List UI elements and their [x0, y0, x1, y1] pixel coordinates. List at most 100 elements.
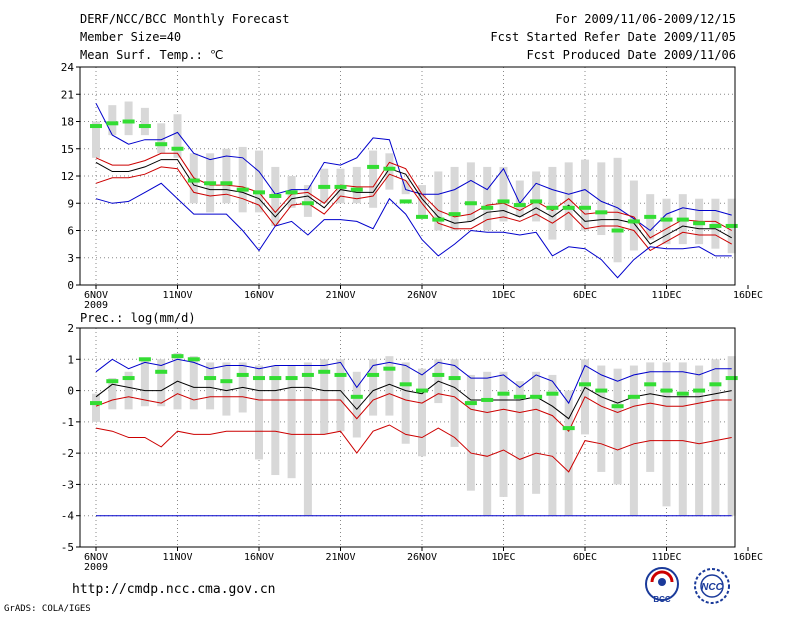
prec-ytick-label: -3: [61, 478, 74, 491]
ncc-logo: NCC: [694, 568, 730, 604]
bcc-logo-text: BCC: [653, 595, 671, 604]
temp-xtick-label: 26NOV: [407, 290, 437, 301]
prec-spread-bar: [499, 371, 508, 497]
prec-spread-bar: [189, 356, 198, 410]
temp-spread-bar: [369, 150, 378, 208]
prec-observed-marker: [562, 426, 575, 431]
prec-spread-bar: [695, 365, 704, 516]
temp-spread-bar: [483, 166, 492, 231]
prec-plot-frame: [79, 327, 736, 548]
prec-xtick-label: 21NOV: [325, 552, 355, 563]
prec-spread-bar: [255, 365, 263, 460]
temp-spread-bar: [629, 180, 638, 251]
prec-spread-bar: [320, 359, 329, 435]
prec-observed-marker: [579, 382, 591, 387]
prec-spread-bar: [124, 371, 133, 410]
source-url[interactable]: http://cmdp.ncc.cma.gov.cn: [72, 582, 276, 597]
prec-spread-bar: [597, 365, 606, 472]
prec-xtick-label: 11DEC: [651, 552, 681, 563]
prec-observed-marker: [187, 357, 200, 362]
temp-spread-bar: [532, 171, 541, 222]
temp-observed-marker: [530, 199, 543, 204]
prec-spread-bar: [646, 362, 655, 472]
temp-line-upper: [95, 152, 732, 239]
prec-observed-marker: [676, 391, 689, 396]
prec-spread-bar: [108, 378, 117, 410]
temp-observed-marker: [90, 124, 102, 129]
prec-observed-marker: [285, 376, 298, 381]
member-size: Member Size=40: [80, 30, 182, 44]
temp-xtick-label: 11NOV: [162, 290, 192, 301]
prec-spread-bar: [303, 362, 312, 516]
temp-observed-marker: [204, 181, 217, 186]
temp-ytick-label: 3: [67, 252, 74, 265]
prec-spread-bar: [271, 365, 280, 476]
temp-spread-bar: [157, 123, 166, 154]
temp-ytick-label: 9: [67, 197, 74, 210]
prec-line-max: [95, 358, 732, 405]
temp-ytick-label: 12: [61, 170, 74, 183]
temp-spread-bar: [385, 153, 394, 190]
temp-observed-marker: [481, 205, 494, 210]
temp-observed-marker: [464, 201, 477, 206]
temp-spread-bar: [401, 180, 410, 195]
prec-observed-marker: [220, 379, 233, 384]
temp-spread-bar: [581, 159, 589, 231]
prec-line-mean: [95, 393, 732, 433]
temp-observed-marker: [350, 187, 363, 192]
temp-ytick-label: 18: [61, 116, 74, 129]
prec-observed-marker: [204, 376, 217, 381]
prec-spread-bar: [678, 362, 687, 516]
temp-observed-marker: [122, 119, 135, 124]
temp-spread-bar: [222, 148, 231, 204]
prec-spread-bar: [711, 359, 720, 516]
prec-observed-marker: [432, 372, 445, 377]
prec-observed-marker: [660, 388, 673, 393]
temp-observed-marker: [611, 228, 624, 233]
temp-observed-marker: [318, 184, 331, 189]
prec-spread-bar: [352, 371, 361, 438]
temp-observed-marker: [513, 203, 526, 208]
prec-ytick-label: -2: [61, 447, 74, 460]
prec-observed-marker: [367, 372, 380, 377]
prec-xtick-year: 2009: [84, 562, 108, 573]
produced-date: Fcst Produced Date 2009/11/06: [526, 48, 736, 62]
temp-spread-bar: [613, 157, 622, 263]
prec-observed-marker: [464, 401, 477, 406]
temp-spread-bar: [548, 166, 557, 240]
prec-observed-marker: [106, 379, 119, 384]
temp-xtick-label: 16DEC: [733, 290, 763, 301]
temp-spread-bar: [418, 185, 426, 217]
prec-observed-marker: [155, 369, 168, 374]
prec-spread-bar: [662, 362, 671, 507]
temp-spread-bar: [434, 171, 443, 231]
temp-observed-marker: [138, 124, 151, 129]
prec-observed-marker: [236, 372, 249, 377]
prec-observed-marker: [416, 388, 428, 393]
prec-observed-marker: [693, 388, 706, 393]
temp-observed-marker: [709, 223, 722, 228]
prec-spread-bar: [401, 362, 410, 444]
prec-ytick-label: -5: [61, 541, 74, 554]
prec-observed-marker: [595, 388, 608, 393]
temp-observed-marker: [693, 221, 706, 226]
temp-spread-bar: [466, 162, 475, 222]
temp-observed-marker: [285, 190, 298, 195]
temp-spread-bar: [597, 162, 606, 236]
prec-spread-bar: [483, 371, 492, 516]
temp-observed-marker: [725, 223, 738, 228]
temp-observed-marker: [155, 142, 168, 147]
temp-xtick-label: 21NOV: [325, 290, 355, 301]
prec-spread-bar: [564, 390, 573, 516]
temp-line-mean: [95, 159, 732, 245]
prec-spread-bar: [418, 368, 426, 457]
temp-ytick-label: 21: [61, 88, 74, 101]
ncc-logo-text: NCC: [701, 582, 723, 593]
temp-spread-bar: [124, 101, 133, 136]
temp-spread-bar: [238, 146, 247, 213]
prec-observed-marker: [383, 366, 396, 371]
temp-observed-marker: [399, 199, 412, 204]
temp-line-min: [95, 182, 732, 279]
temp-spread-bar: [515, 180, 524, 217]
temp-observed-marker: [448, 212, 461, 217]
